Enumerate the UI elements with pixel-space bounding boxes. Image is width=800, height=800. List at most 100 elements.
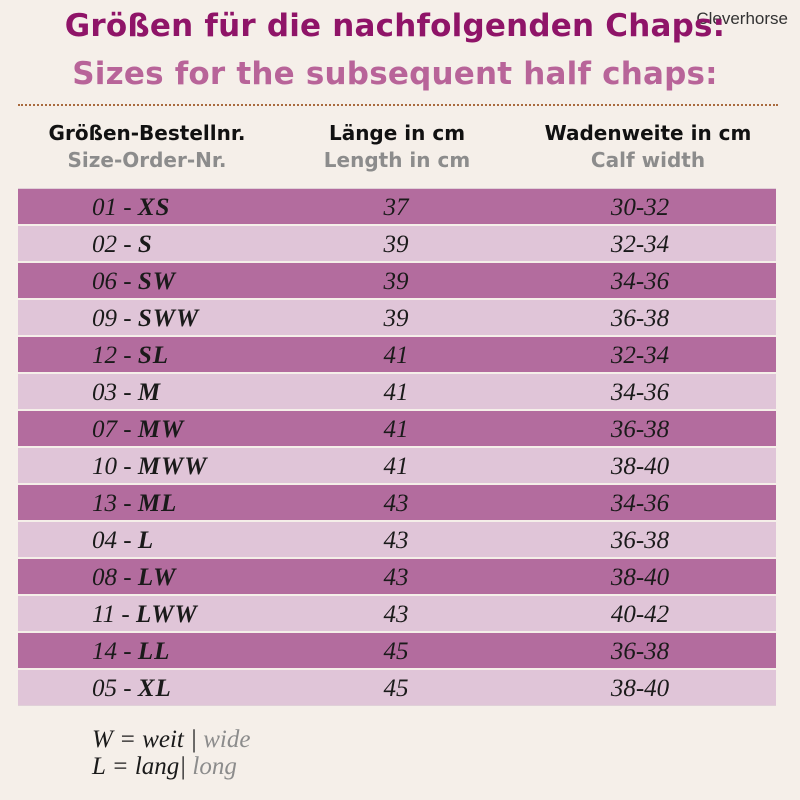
length-cell: 43 (383, 564, 409, 591)
calf-width-cell: 38-40 (610, 453, 670, 480)
dotted-divider (18, 104, 778, 106)
calf-width-cell: 36-38 (610, 416, 670, 443)
size-code: MWW (137, 453, 208, 480)
header-length: Länge in cm Length in cm (282, 120, 512, 174)
legend-long-de: L = lang (92, 753, 180, 780)
legend-wide-sep: | (190, 726, 197, 753)
size-cell: 03 - M (92, 379, 162, 406)
length-cell: 39 (383, 268, 409, 295)
length-cell: 39 (383, 231, 409, 258)
length-cell: 41 (383, 379, 409, 406)
header-size-de: Größen-Bestellnr. (48, 121, 246, 145)
header-length-en: Length in cm (323, 148, 471, 172)
size-number: 13 (92, 490, 117, 517)
size-number: 07 (92, 416, 117, 443)
length-cell: 45 (383, 675, 409, 702)
size-cell: 01 - XS (92, 194, 171, 221)
size-number: 08 (92, 564, 117, 591)
calf-width-cell: 36-38 (610, 527, 670, 554)
table-row: 05 - XL 45 38-40 (18, 670, 776, 705)
size-code: S (137, 231, 153, 258)
size-code: MW (137, 416, 185, 443)
size-cell: 13 - ML (92, 490, 178, 517)
size-cell: 05 - XL (92, 675, 172, 702)
header-length-de: Länge in cm (328, 121, 466, 145)
table-row: 12 - SL 41 32-34 (18, 337, 776, 372)
length-cell: 37 (383, 194, 409, 221)
calf-width-cell: 32-34 (610, 231, 670, 258)
size-number: 05 (92, 675, 117, 702)
header-calf-de: Wadenweite in cm (544, 121, 752, 145)
size-number: 14 (92, 638, 117, 665)
size-number: 04 (92, 527, 117, 554)
calf-width-cell: 32-34 (610, 342, 670, 369)
length-cell: 43 (383, 527, 409, 554)
size-code: LW (137, 564, 177, 591)
size-code: SL (137, 342, 170, 369)
table-row: 07 - MW 41 36-38 (18, 411, 776, 446)
table-row: 11 - LWW 43 40-42 (18, 596, 776, 631)
size-code: M (137, 379, 162, 406)
legend-long-en: long (192, 753, 237, 780)
calf-width-cell: 34-36 (610, 490, 670, 517)
length-cell: 43 (383, 601, 409, 628)
length-cell: 41 (383, 453, 409, 480)
size-number: 06 (92, 268, 117, 295)
legend-wide-en: wide (203, 726, 251, 753)
calf-width-cell: 34-36 (610, 379, 670, 406)
header-size-en: Size-Order-Nr. (67, 148, 227, 172)
table-row: 08 - LW 43 38-40 (18, 559, 776, 594)
calf-width-cell: 36-38 (610, 638, 670, 665)
size-cell: 10 - MWW (92, 453, 208, 480)
size-code: XS (137, 194, 171, 221)
length-cell: 45 (383, 638, 409, 665)
size-table: 01 - XS 37 30-32 02 - S 39 32-34 06 - SW 39 34-3… (18, 188, 776, 706)
table-row: 14 - LL 45 36-38 (18, 633, 776, 668)
size-code: SWW (137, 305, 200, 332)
legend: W = weit | wide L = lang| long (92, 726, 250, 780)
size-code: SW (137, 268, 176, 295)
title-english: Sizes for the subsequent half chaps: (72, 56, 718, 92)
table-row: 09 - SWW 39 36-38 (18, 300, 776, 335)
length-cell: 43 (383, 490, 409, 517)
length-cell: 39 (383, 305, 409, 332)
size-cell: 12 - SL (92, 342, 170, 369)
table-row: 02 - S 39 32-34 (18, 226, 776, 261)
size-code: L (137, 527, 155, 554)
table-row: 06 - SW 39 34-36 (18, 263, 776, 298)
size-number: 02 (92, 231, 117, 258)
size-cell: 04 - L (92, 527, 155, 554)
legend-wide-de: W = weit (92, 726, 184, 753)
length-cell: 41 (383, 342, 409, 369)
size-cell: 07 - MW (92, 416, 185, 443)
size-number: 10 (92, 453, 117, 480)
size-code: ML (137, 490, 178, 517)
table-row: 03 - M 41 34-36 (18, 374, 776, 409)
size-code: XL (137, 675, 172, 702)
header-calf: Wadenweite in cm Calf width (518, 120, 778, 174)
calf-width-cell: 38-40 (610, 675, 670, 702)
table-row: 01 - XS 37 30-32 (18, 189, 776, 224)
calf-width-cell: 36-38 (610, 305, 670, 332)
size-cell: 09 - SWW (92, 305, 200, 332)
size-number: 01 (92, 194, 117, 221)
table-row: 13 - ML 43 34-36 (18, 485, 776, 520)
size-cell: 14 - LL (92, 638, 171, 665)
size-number: 03 (92, 379, 117, 406)
size-cell: 06 - SW (92, 268, 176, 295)
calf-width-cell: 30-32 (610, 194, 670, 221)
size-number: 12 (92, 342, 117, 369)
title-german: Größen für die nachfolgenden Chaps: (64, 8, 726, 44)
calf-width-cell: 40-42 (610, 601, 670, 628)
header-size: Größen-Bestellnr. Size-Order-Nr. (22, 120, 272, 174)
size-number: 11 (92, 601, 116, 628)
length-cell: 41 (383, 416, 409, 443)
header-calf-en: Calf width (590, 148, 706, 172)
calf-width-cell: 38-40 (610, 564, 670, 591)
size-code: LL (137, 638, 171, 665)
size-code: LWW (135, 601, 198, 628)
size-cell: 08 - LW (92, 564, 177, 591)
legend-long-sep: | (179, 753, 187, 780)
legend-long: L = lang| long (92, 753, 250, 780)
size-cell: 02 - S (92, 231, 153, 258)
